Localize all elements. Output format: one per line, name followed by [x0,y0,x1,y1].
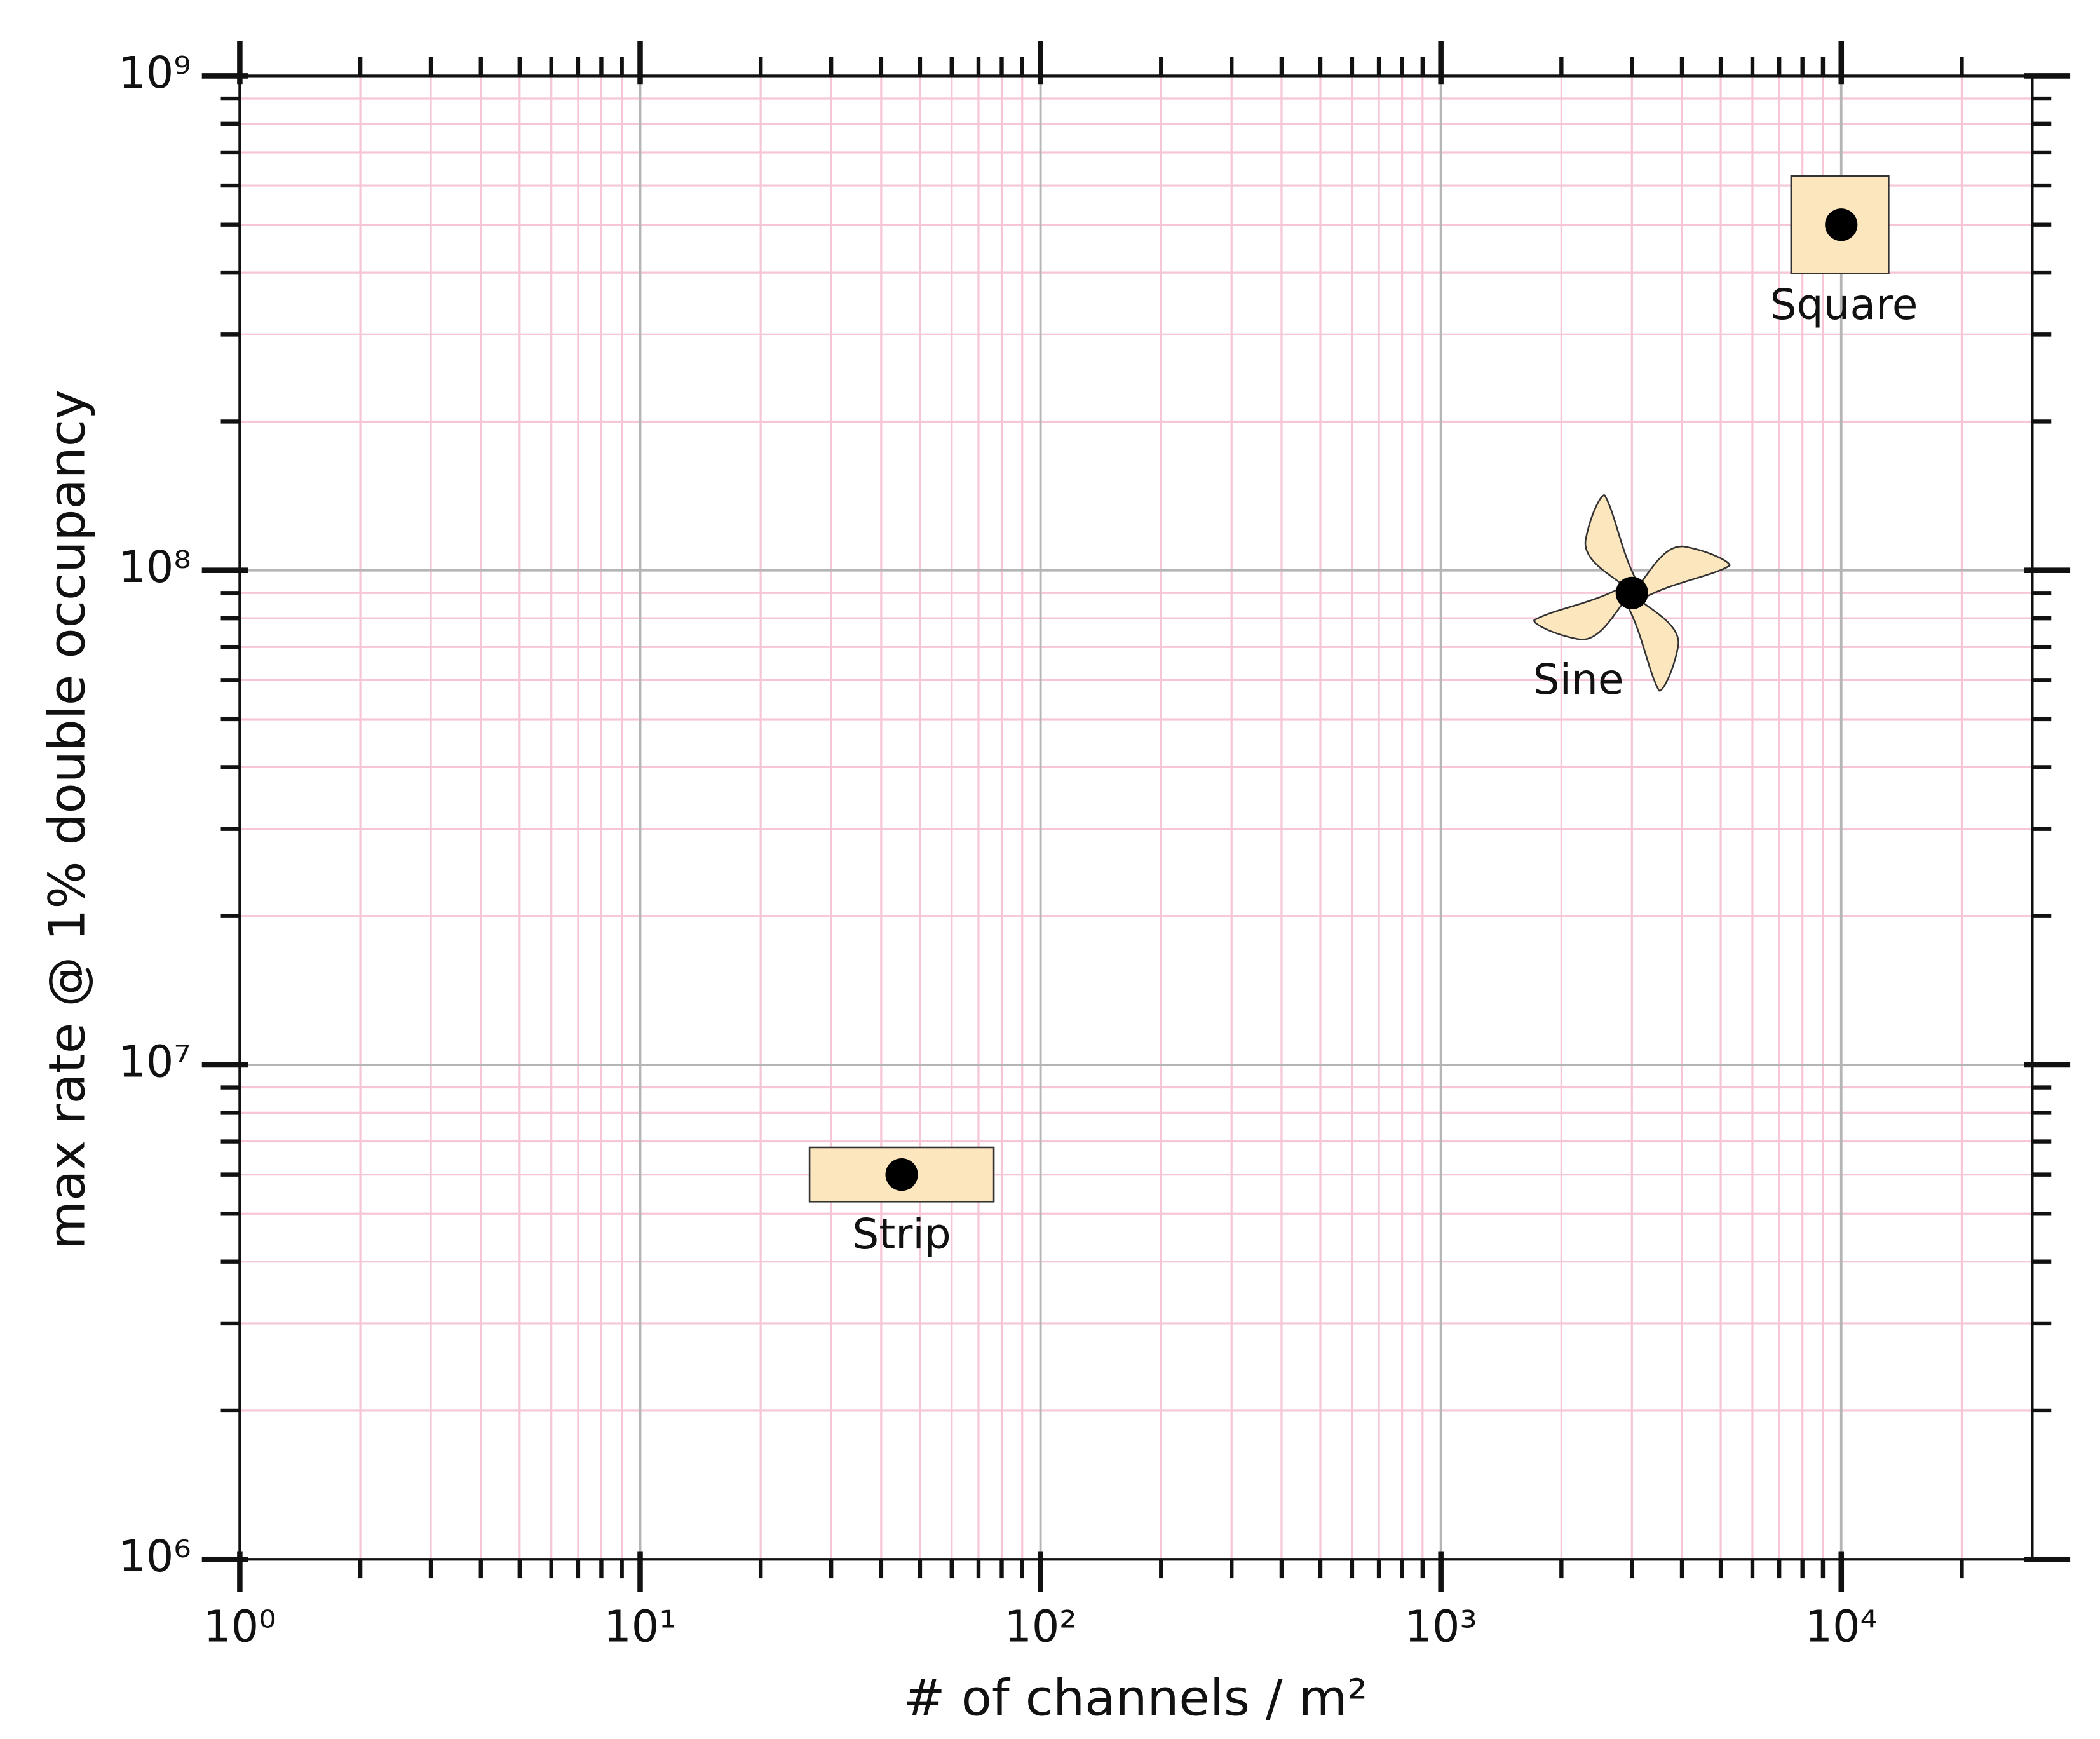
y-tick-label: 10⁹ [118,48,191,98]
x-tick-label: 10³ [1405,1602,1477,1653]
y-axis-title: max rate @ 1% double occupancy [37,389,96,1250]
y-tick-label: 10⁶ [118,1532,191,1582]
sine-shape-blade [1584,494,1639,595]
point [1615,576,1648,609]
x-tick-label: 10¹ [604,1602,676,1653]
point [885,1158,918,1191]
x-axis-title: # of channels / m² [904,1669,1368,1728]
x-tick-label: 10⁴ [1805,1602,1878,1653]
y-tick-label: 10⁸ [118,543,191,593]
sine-shape-blade [1625,591,1679,692]
x-tick-label: 10² [1005,1602,1077,1653]
point-label: Sine [1533,655,1624,704]
x-tick-label: 10⁰ [203,1602,276,1653]
point [1825,208,1858,241]
y-tick-label: 10⁷ [118,1038,191,1088]
point-label: Square [1770,280,1918,329]
plot-frame [238,74,2034,1561]
sine-shape-blade [1533,586,1634,640]
point-group: Sine [1533,494,1731,704]
point-group: Strip [808,1146,995,1259]
point-group: Square [1770,175,1918,329]
point-label: Strip [852,1210,951,1259]
sine-shape-blade [1630,545,1731,600]
